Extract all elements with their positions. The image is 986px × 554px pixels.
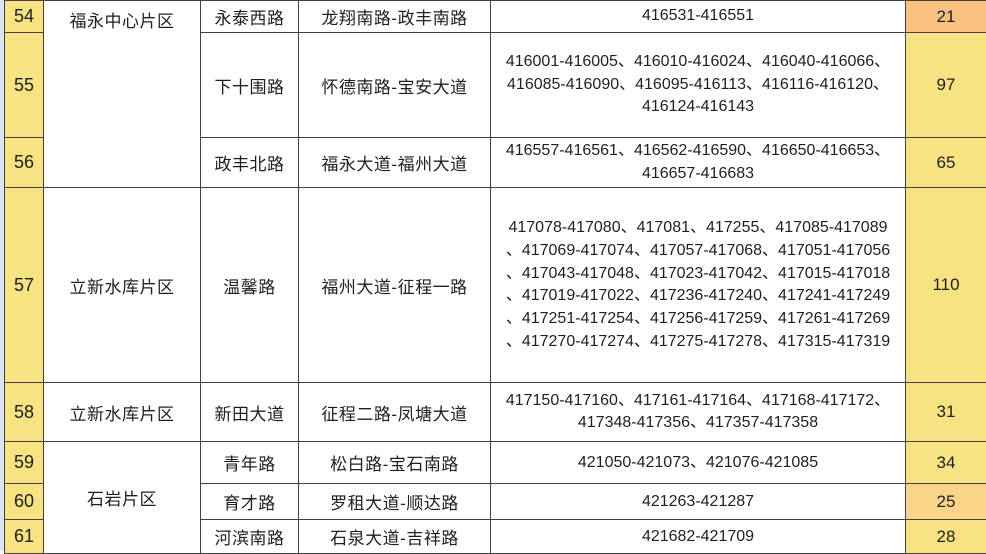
road-cell: 下十围路	[201, 33, 299, 138]
district-cell: 立新水库片区	[44, 383, 201, 442]
count-cell: 110	[906, 188, 986, 383]
number-ranges-cell: 421682-421709	[491, 520, 906, 554]
count-cell: 34	[906, 442, 986, 484]
table-row: 58 立新水库片区 新田大道 征程二路-凤塘大道 417150-417160、4…	[5, 383, 986, 442]
count-cell: 97	[906, 33, 986, 138]
segment-cell: 石泉大道-吉祥路	[299, 520, 491, 554]
number-ranges-cell: 421050-421073、421076-421085	[491, 442, 906, 484]
count-cell: 65	[906, 138, 986, 188]
number-ranges-cell: 416531-416551	[491, 1, 906, 33]
segment-cell: 福州大道-征程一路	[299, 188, 491, 383]
table-row: 57 立新水库片区 温馨路 福州大道-征程一路 417078-417080、41…	[5, 188, 986, 383]
count-cell: 31	[906, 383, 986, 442]
segment-cell: 罗租大道-顺达路	[299, 484, 491, 520]
road-cell: 政丰北路	[201, 138, 299, 188]
count-cell: 25	[906, 484, 986, 520]
road-cell: 永泰西路	[201, 1, 299, 33]
segment-cell: 怀德南路-宝安大道	[299, 33, 491, 138]
row-number-cell: 54	[5, 1, 44, 33]
road-numbering-table: 54 福永中心片区 永泰西路 龙翔南路-政丰南路 416531-416551 2…	[4, 0, 986, 554]
district-cell: 立新水库片区	[44, 188, 201, 383]
row-number-cell: 61	[5, 520, 44, 554]
road-cell: 育才路	[201, 484, 299, 520]
segment-cell: 福永大道-福州大道	[299, 138, 491, 188]
count-cell: 28	[906, 520, 986, 554]
count-cell: 21	[906, 1, 986, 33]
number-ranges-cell: 417078-417080、417081、417255、417085-41708…	[491, 188, 906, 383]
road-cell: 温馨路	[201, 188, 299, 383]
road-cell: 河滨南路	[201, 520, 299, 554]
number-ranges-cell: 417150-417160、417161-417164、417168-41717…	[491, 383, 906, 442]
number-ranges-cell: 416557-416561、416562-416590、416650-41665…	[491, 138, 906, 188]
table-row: 59 石岩片区 青年路 松白路-宝石南路 421050-421073、42107…	[5, 442, 986, 484]
table-row: 54 福永中心片区 永泰西路 龙翔南路-政丰南路 416531-416551 2…	[5, 1, 986, 33]
row-number-cell: 58	[5, 383, 44, 442]
road-cell: 青年路	[201, 442, 299, 484]
row-number-cell: 57	[5, 188, 44, 383]
district-cell: 石岩片区	[44, 442, 201, 554]
number-ranges-cell: 421263-421287	[491, 484, 906, 520]
row-number-cell: 55	[5, 33, 44, 138]
segment-cell: 龙翔南路-政丰南路	[299, 1, 491, 33]
segment-cell: 松白路-宝石南路	[299, 442, 491, 484]
row-number-cell: 56	[5, 138, 44, 188]
road-cell: 新田大道	[201, 383, 299, 442]
row-number-cell: 59	[5, 442, 44, 484]
row-number-cell: 60	[5, 484, 44, 520]
segment-cell: 征程二路-凤塘大道	[299, 383, 491, 442]
number-ranges-cell: 416001-416005、416010-416024、416040-41606…	[491, 33, 906, 138]
district-cell: 福永中心片区	[44, 1, 201, 188]
